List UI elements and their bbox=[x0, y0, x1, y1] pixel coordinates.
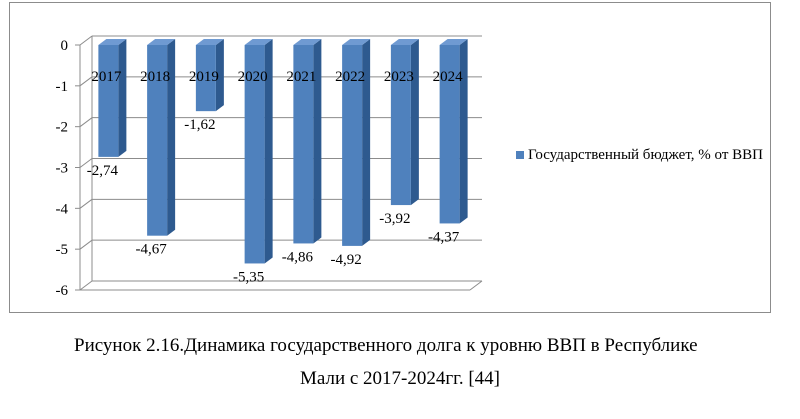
bar-side bbox=[118, 39, 127, 157]
data-label: -5,35 bbox=[233, 269, 264, 285]
y-tick-label: -3 bbox=[56, 161, 69, 177]
data-label: -4,67 bbox=[136, 242, 168, 258]
chart-plot: 0 -1 -2 -3 -4 -5 -6 2017 -2,74 2018 -4,67 2019 -1,62… bbox=[56, 35, 483, 299]
floor-edge-depth bbox=[469, 280, 483, 291]
bar-2020 bbox=[244, 45, 265, 264]
y-tick-label: -5 bbox=[56, 242, 69, 258]
x-tick-label: 2023 bbox=[384, 69, 414, 85]
bar-2024 bbox=[439, 45, 460, 224]
gridline-depth bbox=[79, 76, 93, 87]
bar-top bbox=[293, 39, 322, 45]
legend: Государственный бюджет, % от ВВП bbox=[516, 145, 766, 165]
bar-2018 bbox=[147, 45, 168, 236]
data-label: -4,37 bbox=[428, 229, 460, 245]
legend-swatch bbox=[516, 151, 524, 159]
bar-2023 bbox=[390, 45, 411, 206]
bar-top bbox=[244, 39, 273, 45]
bar-top bbox=[147, 39, 176, 45]
bar-2019 bbox=[195, 45, 216, 112]
bar-top bbox=[342, 39, 371, 45]
bar-2021 bbox=[293, 45, 314, 244]
caption-line-1: Рисунок 2.16.Динамика государственного д… bbox=[74, 335, 698, 356]
x-tick-label: 2019 bbox=[189, 69, 219, 85]
data-label: -1,62 bbox=[184, 117, 215, 133]
x-tick-label: 2021 bbox=[286, 69, 316, 85]
gridline-depth bbox=[79, 280, 93, 291]
bar-side bbox=[459, 39, 468, 224]
x-tick-label: 2018 bbox=[140, 69, 170, 85]
y-tick-label: -6 bbox=[56, 283, 69, 299]
gridline-depth bbox=[79, 117, 93, 128]
gridline-depth bbox=[79, 198, 93, 209]
y-tick-label: 0 bbox=[61, 38, 69, 54]
x-tick-label: 2017 bbox=[91, 69, 122, 85]
bar-side bbox=[313, 39, 322, 244]
caption-line-2: Мали с 2017-2024гг. [44] bbox=[299, 368, 500, 389]
data-label: -3,92 bbox=[379, 211, 410, 227]
bar-side bbox=[167, 39, 176, 236]
bar-top bbox=[439, 39, 468, 45]
bar-side bbox=[362, 39, 371, 246]
bar-side bbox=[215, 39, 224, 112]
y-tick-label: -1 bbox=[56, 79, 69, 95]
bar-2022 bbox=[342, 45, 363, 246]
bar-top bbox=[390, 39, 419, 45]
x-tick-label: 2022 bbox=[335, 69, 365, 85]
gridline-depth bbox=[79, 35, 93, 46]
y-tick-label: -4 bbox=[56, 201, 69, 217]
bar-top bbox=[98, 39, 127, 45]
y-tick-label: -2 bbox=[56, 120, 69, 136]
bar-2017 bbox=[98, 45, 119, 157]
x-tick-label: 2024 bbox=[433, 69, 464, 85]
legend-label: Государственный бюджет, % от ВВП bbox=[528, 147, 763, 163]
gridline-depth bbox=[79, 239, 93, 250]
bar-side bbox=[410, 39, 419, 206]
bar-side bbox=[264, 39, 273, 264]
chart-frame: 0 -1 -2 -3 -4 -5 -6 2017 -2,74 2018 -4,67 2019 -1,62… bbox=[9, 2, 771, 313]
x-tick-label: 2020 bbox=[238, 69, 268, 85]
bar-top bbox=[195, 39, 224, 45]
gridline-depth bbox=[79, 158, 93, 168]
data-label: -2,74 bbox=[87, 163, 119, 179]
data-label: -4,86 bbox=[282, 249, 314, 265]
data-label: -4,92 bbox=[331, 252, 362, 268]
